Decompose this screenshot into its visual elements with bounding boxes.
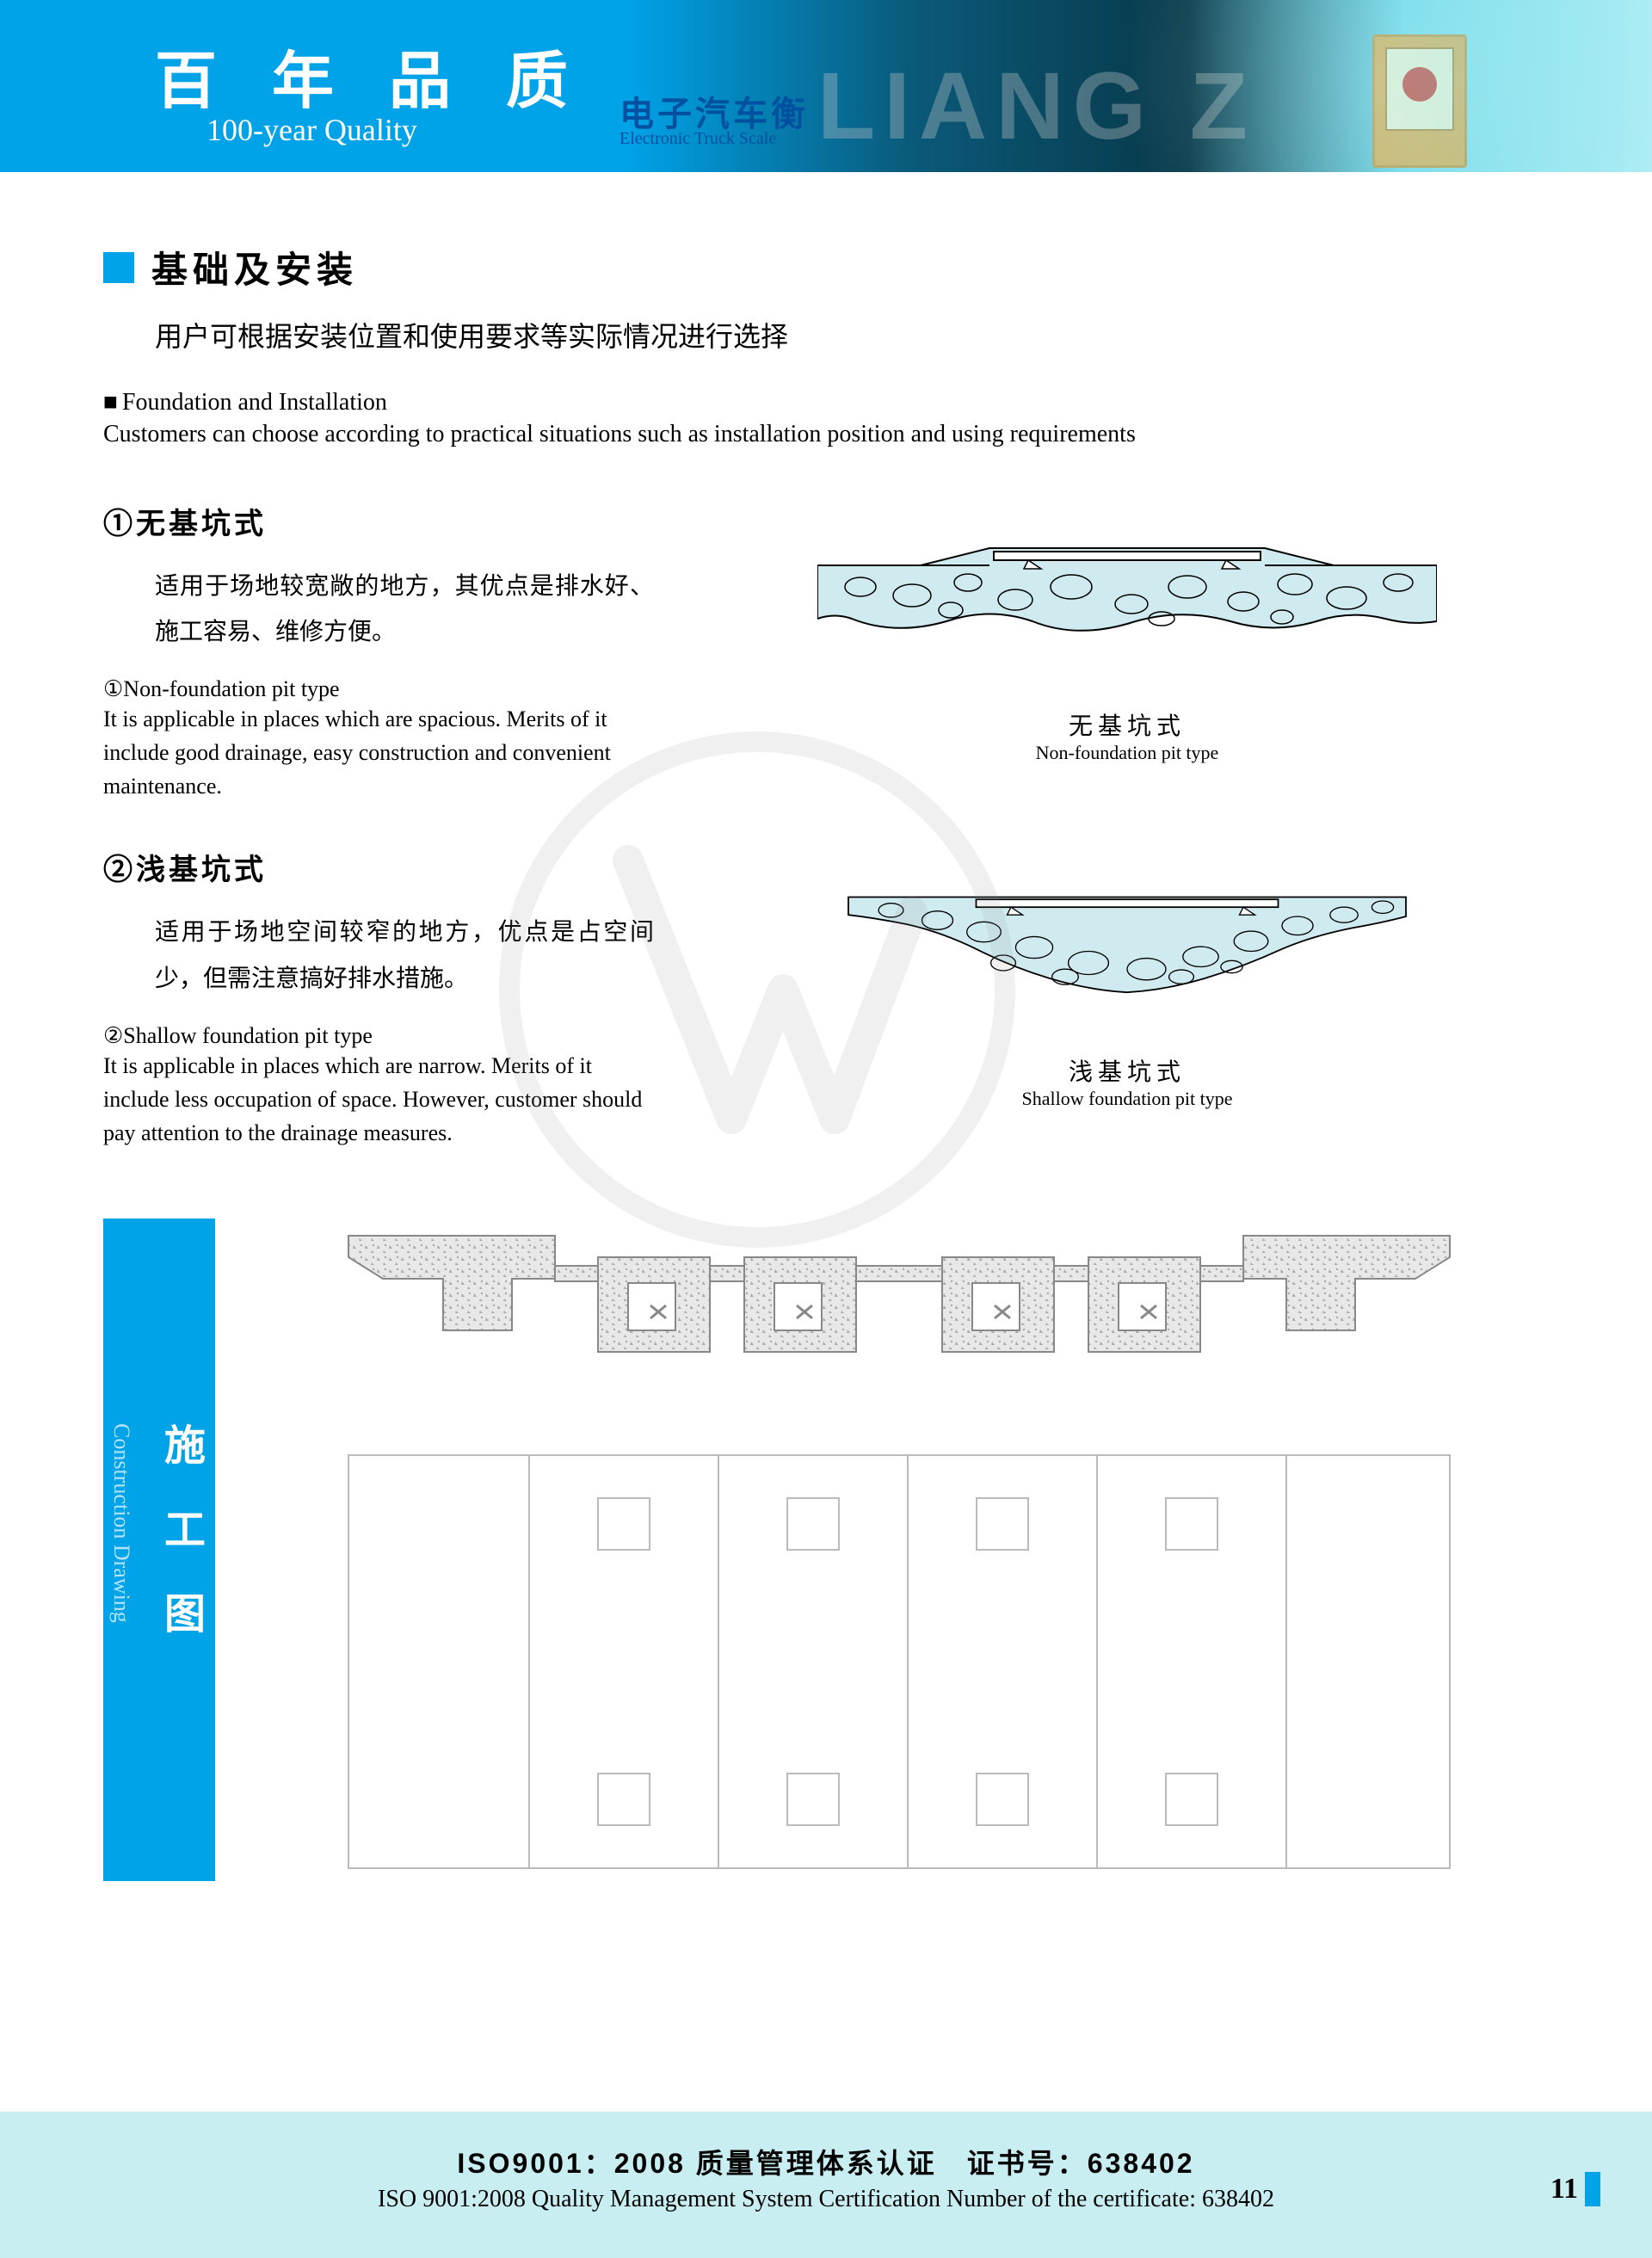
type1-heading-cn: ①无基坑式 — [103, 500, 654, 542]
construction-drawing: Construction Drawing 施工图 — [103, 1218, 1549, 1881]
type1-desc-en: It is applicable in places which are spa… — [103, 702, 654, 803]
section-subtitle-cn: 用户可根据安装位置和使用要求等实际情况进行选择 — [155, 315, 1549, 355]
brand-watermark: LIANG Z — [817, 52, 1256, 161]
type1-desc-cn: 适用于场地较宽敞的地方，其优点是排水好、施工容易、维修方便。 — [155, 564, 654, 655]
section-title-en: Foundation and Installation — [103, 389, 1549, 416]
type2-diagram: 浅基坑式 Shallow foundation pit type — [706, 846, 1549, 1149]
cd-body — [250, 1218, 1549, 1881]
cd-elevation-svg — [250, 1218, 1549, 1391]
type1-diagram: 无基坑式 Non-foundation pit type — [706, 500, 1549, 803]
type1-caption-cn: 无基坑式 — [1069, 707, 1186, 742]
section-title-cn: 基础及安装 — [151, 241, 358, 293]
type1-block: ①无基坑式 适用于场地较宽敞的地方，其优点是排水好、施工容易、维修方便。 ①No… — [103, 500, 1549, 803]
footer-cn: ISO9001：2008 质量管理体系认证 证书号：638402 — [0, 2142, 1652, 2181]
square-bullet-icon — [103, 252, 134, 283]
type2-caption-cn: 浅基坑式 — [1069, 1053, 1186, 1088]
type2-heading-en: ②Shallow foundation pit type — [103, 1023, 654, 1049]
type1-svg — [817, 540, 1437, 694]
type2-svg — [817, 885, 1437, 1040]
page-number: 11 — [1550, 2172, 1600, 2206]
content: 基础及安装 用户可根据安装位置和使用要求等实际情况进行选择 Foundation… — [0, 172, 1652, 2065]
type2-desc-en: It is applicable in places which are nar… — [103, 1049, 654, 1150]
type2-desc-cn: 适用于场地空间较窄的地方，优点是占空间少，但需注意搞好排水措施。 — [155, 910, 654, 1001]
footer: ISO9001：2008 质量管理体系认证 证书号：638402 ISO 900… — [0, 2112, 1652, 2258]
type1-text: ①无基坑式 适用于场地较宽敞的地方，其优点是排水好、施工容易、维修方便。 ①No… — [103, 500, 654, 803]
section-desc-en: Customers can choose according to practi… — [103, 421, 1549, 448]
type2-block: ②浅基坑式 适用于场地空间较窄的地方，优点是占空间少，但需注意搞好排水措施。 ②… — [103, 846, 1549, 1149]
section-title-row: 基础及安装 — [103, 241, 1549, 293]
footer-en: ISO 9001:2008 Quality Management System … — [0, 2186, 1652, 2213]
content-inner: 基础及安装 用户可根据安装位置和使用要求等实际情况进行选择 Foundation… — [103, 241, 1549, 2065]
medal-icon — [1372, 34, 1467, 168]
type1-heading-en: ①Non-foundation pit type — [103, 676, 654, 702]
cd-sidebar-en: Construction Drawing — [108, 1423, 134, 1676]
page-number-value: 11 — [1550, 2173, 1578, 2206]
type2-text: ②浅基坑式 适用于场地空间较窄的地方，优点是占空间少，但需注意搞好排水措施。 ②… — [103, 846, 654, 1149]
banner-subtitle-en: Electronic Truck Scale — [620, 129, 776, 149]
page-bar-icon — [1585, 2172, 1600, 2206]
cd-plan-svg — [250, 1447, 1549, 1877]
banner-title-en: 100-year Quality — [206, 112, 417, 148]
type2-heading-cn: ②浅基坑式 — [103, 846, 654, 888]
type2-caption-en: Shallow foundation pit type — [1021, 1088, 1232, 1110]
banner-title-cn: 百 年 品 质 — [155, 30, 587, 120]
cd-sidebar: Construction Drawing 施工图 — [103, 1218, 215, 1881]
type1-caption-en: Non-foundation pit type — [1036, 742, 1219, 764]
page: LIANG Z 百 年 品 质 100-year Quality 电子汽车衡 E… — [0, 0, 1652, 2258]
banner: LIANG Z 百 年 品 质 100-year Quality 电子汽车衡 E… — [0, 0, 1652, 172]
cd-sidebar-cn: 施工图 — [150, 1423, 210, 1676]
